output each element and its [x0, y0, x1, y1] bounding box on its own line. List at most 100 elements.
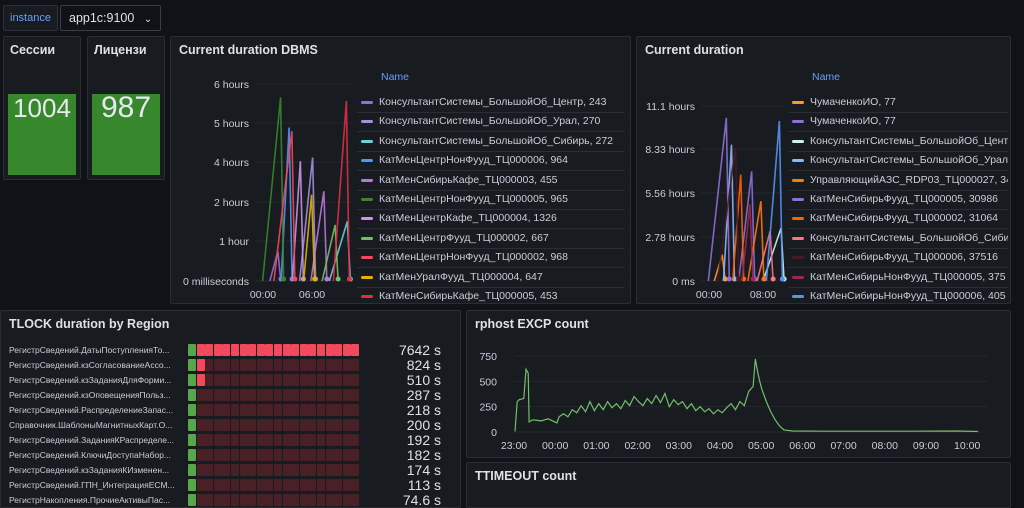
panel-current-duration[interactable]: Current duration 11.1 hours 8.33 hours 5.5…	[636, 36, 1011, 304]
current-duration-chart[interactable]: 11.1 hours 8.33 hours 5.56 hours 2.78 hours…	[637, 37, 787, 304]
tlock-cell	[291, 449, 300, 461]
panel-tlock-duration[interactable]: TLOCK duration by Region РегистрСведений…	[0, 310, 461, 508]
x-tick-label: 06:00	[299, 289, 325, 301]
tlock-cell	[265, 464, 274, 476]
legend-swatch	[361, 275, 373, 279]
legend-item[interactable]: КонсультантСистемы_БольшойОб_Урал	[788, 151, 1008, 172]
series-point	[770, 276, 776, 282]
series-point	[779, 276, 785, 282]
tlock-cell	[205, 389, 214, 401]
stat-panel-licenses[interactable]: Лицензи 987	[87, 36, 165, 180]
panel-ttimeout-count[interactable]: TTIMEOUT count	[466, 462, 1011, 508]
tlock-cell	[334, 404, 343, 416]
tlock-cell	[291, 374, 300, 386]
series-point	[312, 276, 318, 282]
tlock-cell	[299, 494, 308, 506]
panel-current-duration-dbms[interactable]: Current duration DBMS 6 hours 5 hours 4 ho…	[170, 36, 631, 304]
dbms-chart[interactable]: 6 hours 5 hours 4 hours 2 hours 1 hour 0 mill…	[171, 37, 356, 304]
tlock-cell	[274, 434, 282, 446]
series-point	[346, 276, 352, 282]
legend-item[interactable]: КатМенЦентрНонФууд_ТЦ000006, 964	[357, 151, 625, 172]
legend-item[interactable]: ЧумаченкоИО, 77	[788, 112, 1008, 133]
legend-item[interactable]: КатМенЦентрНонФууд_ТЦ000002, 968	[357, 248, 625, 269]
tlock-cell	[282, 404, 291, 416]
tlock-cell	[231, 344, 239, 356]
legend-item[interactable]: КатМенСибирьФууд_ТЦ000002, 31064	[788, 209, 1008, 230]
legend-item[interactable]: КатМенЦентрФууд_ТЦ000002, 667	[357, 229, 625, 249]
legend-item[interactable]: КатМенСибирьФууд_ТЦ000006, 37516	[788, 248, 1008, 269]
tlock-cell	[308, 479, 317, 491]
stat-sparkline-fill	[92, 94, 160, 175]
legend-item[interactable]: КонсультантСистемы_БольшойОб_Сиби	[788, 229, 1008, 249]
legend-item[interactable]: УправляющийАЗС_RDP03_ТЦ000027, 34	[788, 171, 1008, 191]
legend-header-name[interactable]: Name	[812, 71, 841, 83]
tlock-cell	[213, 434, 222, 446]
legend-item[interactable]: КатМенЦентрКафе_ТЦ000004, 1326	[357, 209, 625, 230]
tlock-cell	[196, 359, 205, 371]
legend-item[interactable]: КатМенСибирьКафе_ТЦ000005, 453	[357, 287, 625, 303]
tlock-cell	[325, 449, 334, 461]
tlock-cell	[274, 419, 282, 431]
tlock-cell	[265, 449, 274, 461]
panel-rphost-excp-count[interactable]: rphost EXCP count 750 500 250 0 23:00 00:00 01…	[466, 310, 1011, 458]
x-tick-label: 02:00	[624, 440, 650, 452]
legend-swatch	[361, 217, 373, 221]
tlock-cell	[325, 374, 334, 386]
legend-item[interactable]: КатМенСибирьНонФууд_ТЦ000005, 375	[788, 268, 1008, 288]
legend-swatch	[361, 139, 373, 143]
tlock-cell	[188, 464, 196, 476]
legend-item[interactable]: КатМенЦентрНонФууд_ТЦ000005, 965	[357, 190, 625, 210]
tlock-cell	[231, 479, 239, 491]
legend-item[interactable]: КонсультантСистемы_БольшойОб_Сибирь, 272	[357, 132, 625, 152]
tlock-cell	[248, 344, 257, 356]
tlock-cell	[291, 344, 300, 356]
tlock-cell	[188, 449, 196, 461]
tlock-row-label: РегистрСведений.кзСогласованиеАссо...	[9, 360, 171, 370]
legend-item[interactable]: ЧумаченкоИО, 77	[788, 93, 1008, 113]
tlock-cell	[222, 404, 231, 416]
x-tick-label: 08:00	[872, 440, 898, 452]
tlock-cell	[299, 404, 308, 416]
tlock-cell	[308, 434, 317, 446]
legend-item[interactable]: КатМенСибирьФууд_ТЦ000005, 30986	[788, 190, 1008, 210]
x-tick-label: 03:00	[666, 440, 692, 452]
legend-swatch	[361, 256, 373, 260]
tlock-cell	[196, 374, 205, 386]
tlock-cell	[256, 359, 265, 371]
tlock-cell	[265, 404, 274, 416]
stat-panel-sessions[interactable]: Сессии 1004	[3, 36, 81, 180]
legend-item[interactable]: КатМенСибирьКафе_ТЦ000003, 455	[357, 171, 625, 191]
legend-item[interactable]: КонсультантСистемы_БольшойОб_Урал, 270	[357, 112, 625, 133]
series-point	[726, 276, 732, 282]
tlock-cell	[334, 434, 343, 446]
panel-title: Current duration DBMS	[179, 43, 318, 57]
tlock-cell	[196, 449, 205, 461]
tlock-cell	[248, 419, 257, 431]
x-tick-label: 10:00	[954, 440, 980, 452]
tlock-row-value: 192 s	[406, 432, 441, 448]
instance-select[interactable]: app1c:9100 ⌄	[60, 5, 162, 31]
y-tick-label: 0 milliseconds	[183, 276, 249, 288]
tlock-cell	[196, 479, 205, 491]
legend-item[interactable]: КатМенУралФууд_ТЦ000004, 647	[357, 268, 625, 288]
tlock-cell	[205, 359, 214, 371]
tlock-cell	[213, 344, 222, 356]
tlock-cell	[325, 494, 334, 506]
tlock-row-label: РегистрСведений.кзЗаданияКИзменен...	[9, 465, 170, 475]
tlock-cell	[308, 419, 317, 431]
legend-item[interactable]: КонсультантСистемы_БольшойОб_Цент	[788, 132, 1008, 152]
legend-item[interactable]: КонсультантСистемы_БольшойОб_Центр, 243	[357, 93, 625, 113]
legend-header-name[interactable]: Name	[381, 71, 410, 83]
tlock-cell	[188, 359, 196, 371]
tlock-cell	[256, 419, 265, 431]
x-tick-label: 00:00	[250, 289, 276, 301]
legend-swatch	[361, 236, 373, 240]
legend-item[interactable]: КатМенСибирьНонФууд_ТЦ000006, 405	[788, 287, 1008, 303]
tlock-cell	[213, 359, 222, 371]
y-tick-label: 4 hours	[214, 157, 249, 169]
tlock-cell	[291, 419, 300, 431]
x-tick-label: 07:00	[830, 440, 856, 452]
tlock-cell	[222, 344, 231, 356]
tlock-cell	[231, 404, 239, 416]
excp-chart[interactable]: 750 500 250 0 23:00 00:00 01:00 02:00 03:00 04:00…	[467, 311, 1011, 458]
